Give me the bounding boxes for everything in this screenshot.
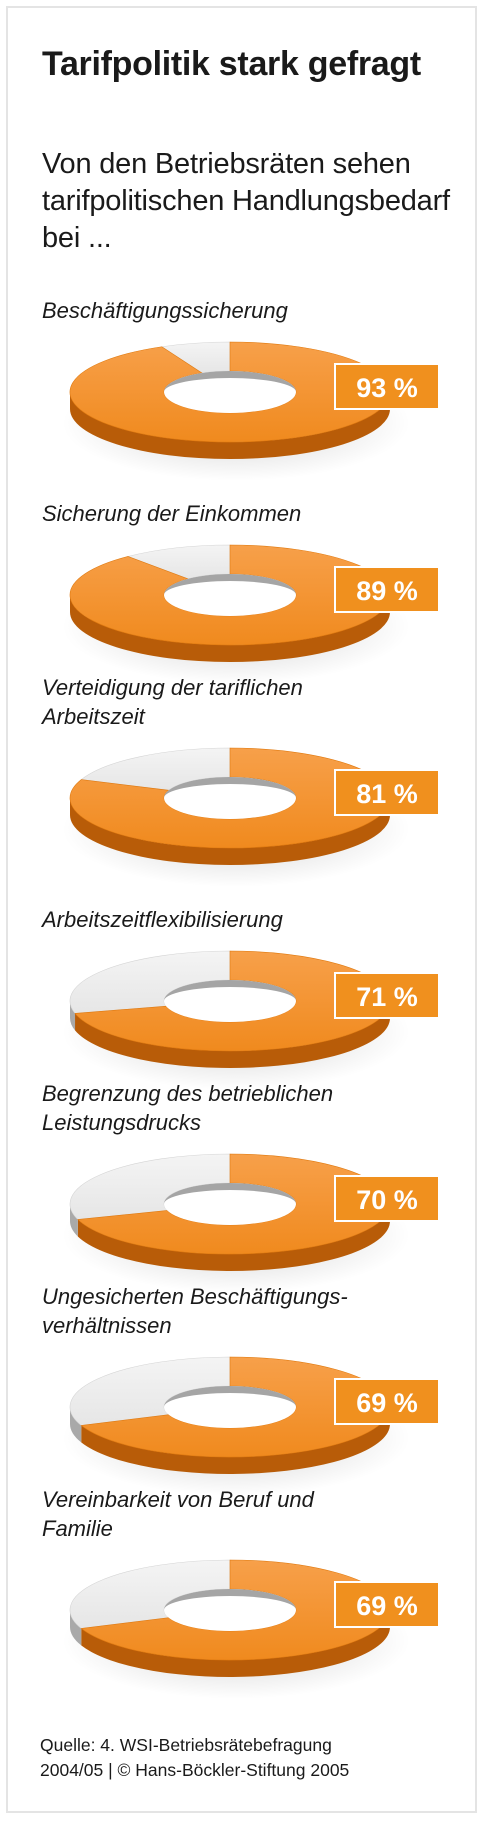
value-label: 69 % <box>356 1591 418 1621</box>
category-label: Arbeitszeitflexibilisierung <box>40 907 284 932</box>
orange-wall <box>75 1001 390 1068</box>
grey-slice <box>69 1153 231 1220</box>
category-label-line: Ungesicherten Beschäftigungs- <box>42 1284 348 1309</box>
value-badge <box>334 1175 440 1222</box>
value-label: 70 % <box>356 1185 418 1215</box>
donut-hole <box>164 371 296 413</box>
category-label-line: Arbeitszeitflexibilisierung <box>40 907 284 932</box>
value-label: 93 % <box>356 373 418 403</box>
donut-hole-wall <box>164 574 296 595</box>
category-label: Verteidigung der tariflichen Arbeitszeit <box>40 675 303 729</box>
value-badge <box>334 566 440 613</box>
donut-hole <box>164 980 296 1022</box>
grey-wall <box>70 1407 82 1443</box>
value-label: 69 % <box>356 1388 418 1418</box>
source-line-2: 2004/05 | © Hans-Böckler-Stiftung 2005 <box>40 1760 350 1780</box>
donut-item-4: Arbeitszeitflexibilisierung 71 % <box>40 907 440 1090</box>
donut-hole <box>164 1183 296 1225</box>
category-label-line: verhältnissen <box>42 1313 172 1338</box>
donut-hole-wall <box>164 980 296 1001</box>
category-label-line: Arbeitszeit <box>40 704 146 729</box>
donut-item-5: Begrenzung des betrieblichen Leistungsdru… <box>42 1081 440 1293</box>
donut-hole <box>164 574 296 616</box>
donut-item-1: Beschäftigungssicherung 93 % <box>42 298 440 481</box>
donut-hole <box>164 1589 296 1631</box>
infographic-frame <box>6 6 477 1813</box>
chart-title: Tarifpolitik stark gefragt <box>42 45 421 83</box>
category-label: Begrenzung des betrieblichen Leistungsdru… <box>42 1081 333 1135</box>
chart-subtitle: Von den Betriebsräten sehen tarifpolitis… <box>42 148 450 254</box>
value-label: 89 % <box>356 576 418 606</box>
donut-hole-wall <box>164 371 296 392</box>
value-badge <box>334 769 440 816</box>
donut-item-7: Vereinbarkeit von Beruf und Familie 69 % <box>42 1487 440 1699</box>
category-label: Sicherung der Einkommen <box>42 501 301 526</box>
orange-wall <box>77 1204 390 1271</box>
donut-hole-wall <box>164 777 296 798</box>
source-line-1: Quelle: 4. WSI-Betriebsrätebefragung <box>40 1735 332 1755</box>
value-badge <box>334 363 440 410</box>
value-label: 71 % <box>356 982 418 1012</box>
orange-wall <box>70 595 390 662</box>
category-label-line: Familie <box>42 1516 113 1541</box>
value-badge <box>334 972 440 1019</box>
category-label-line: Leistungsdrucks <box>42 1110 201 1135</box>
source-note: Quelle: 4. WSI-Betriebsrätebefragung 200… <box>40 1733 470 1783</box>
category-label-line: Verteidigung der tariflichen <box>42 675 303 700</box>
donut-hole <box>164 777 296 819</box>
orange-wall <box>70 392 390 459</box>
category-label-line: Begrenzung des betrieblichen <box>42 1081 333 1106</box>
donut-item-3: Verteidigung der tariflichen Arbeitszeit 8… <box>40 675 440 887</box>
orange-wall <box>70 798 390 865</box>
category-label-line: Sicherung der Einkommen <box>42 501 301 526</box>
donut-hole-wall <box>164 1183 296 1204</box>
donut-hole-wall <box>164 1386 296 1407</box>
grey-wall <box>70 1001 76 1031</box>
grey-wall <box>70 1610 82 1646</box>
category-label: Beschäftigungssicherung <box>42 298 289 323</box>
value-badge <box>334 1378 440 1425</box>
category-label-line: Vereinbarkeit von Beruf und <box>42 1487 315 1512</box>
value-label: 81 % <box>356 779 418 809</box>
value-badge <box>334 1581 440 1628</box>
category-label-line: Beschäftigungssicherung <box>42 298 289 323</box>
donut-hole <box>164 1386 296 1428</box>
donut-item-6: Ungesicherten Beschäftigungs-verhältniss… <box>42 1284 440 1496</box>
category-label: Vereinbarkeit von Beruf und Familie <box>42 1487 315 1541</box>
orange-wall <box>81 1407 390 1474</box>
orange-wall <box>81 1610 390 1677</box>
donut-hole-wall <box>164 1589 296 1610</box>
category-label: Ungesicherten Beschäftigungs-verhältniss… <box>42 1284 348 1338</box>
donut-item-2: Sicherung der Einkommen 89 % <box>42 501 440 684</box>
